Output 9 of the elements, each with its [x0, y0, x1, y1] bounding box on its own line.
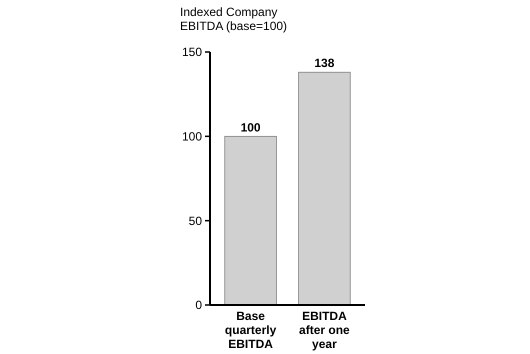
y-tick-label: 100 — [182, 130, 202, 144]
y-tick-label: 50 — [188, 214, 202, 228]
x-tick-label: Base quarterly EBITDA — [224, 309, 277, 351]
data-label: 100 — [240, 120, 261, 134]
data-label: 138 — [314, 56, 335, 70]
y-axis-title: Indexed Company EBITDA (base=100) — [180, 5, 288, 33]
y-tick-label: 0 — [195, 298, 202, 312]
x-tick-label: EBITDA after one year — [299, 309, 350, 351]
y-tick-label: 150 — [182, 45, 202, 60]
